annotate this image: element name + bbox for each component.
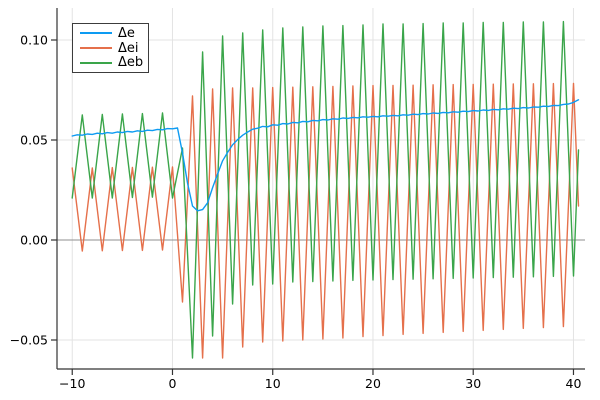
series-line-deb	[71, 20, 580, 359]
legend-item-dei: Δei	[80, 42, 141, 55]
series-line-dei	[71, 82, 580, 359]
y-tick-label: 0.00	[20, 233, 48, 248]
legend-label-de: Δe	[118, 25, 135, 41]
legend: Δe Δei Δeb	[72, 23, 149, 73]
legend-label-dei: Δei	[118, 40, 139, 56]
x-tick-label: 10	[265, 376, 281, 391]
legend-line-swatch-dei	[80, 47, 112, 49]
x-tick-label: 30	[465, 376, 481, 391]
y-tick-label: 0.05	[20, 133, 48, 148]
x-tick-label: 0	[169, 376, 177, 391]
y-tick-label: 0.10	[20, 33, 48, 48]
legend-item-de: Δe	[80, 27, 141, 40]
legend-label-deb: Δeb	[118, 55, 144, 71]
legend-line-swatch-de	[80, 32, 112, 35]
x-tick-label: −10	[59, 376, 85, 391]
legend-line-swatch-deb	[80, 61, 112, 64]
x-tick-label: 20	[365, 376, 381, 391]
legend-item-deb: Δeb	[80, 55, 144, 71]
series-line-de	[71, 99, 580, 212]
x-tick-label: 40	[566, 376, 582, 391]
y-tick-label: −0.05	[10, 333, 48, 348]
